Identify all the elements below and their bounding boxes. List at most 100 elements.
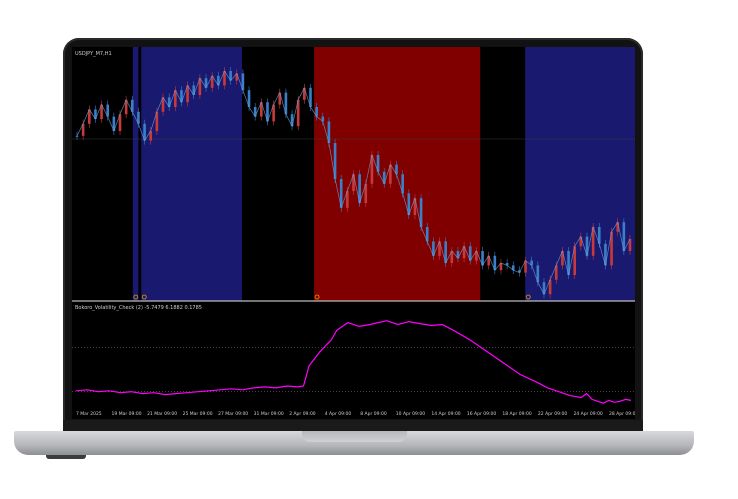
candle-body — [554, 265, 558, 280]
candle-body — [591, 227, 595, 256]
candle-body — [161, 97, 165, 112]
candle-body — [284, 92, 288, 115]
candle-body — [247, 90, 251, 107]
zone-marker[interactable] — [525, 294, 531, 300]
zone-marker[interactable] — [314, 294, 320, 300]
candle-body — [124, 99, 128, 115]
candle-body — [511, 265, 515, 271]
candle-body — [585, 236, 589, 256]
candle-body — [217, 75, 220, 86]
candle-body — [358, 174, 361, 203]
bezel-chin — [63, 420, 643, 432]
candle-body — [333, 143, 337, 179]
candle-body — [468, 246, 472, 261]
candle-body — [260, 102, 263, 117]
candle-body — [167, 97, 171, 107]
zone-blue-0 — [132, 47, 139, 301]
candle-body — [87, 109, 91, 124]
time-tick-label: 18 Apr 09:00 — [502, 411, 531, 417]
candle-body — [518, 270, 521, 273]
candle-body — [395, 164, 398, 175]
candle-body — [432, 241, 435, 256]
candle-body — [241, 73, 245, 91]
trackpad-notch — [302, 431, 407, 442]
candle-body — [567, 251, 570, 275]
candle-body — [524, 260, 527, 273]
candle-body — [382, 171, 386, 184]
candle-body — [462, 246, 466, 259]
candle-body — [180, 90, 183, 103]
candle-body — [628, 239, 632, 251]
candle-body — [419, 198, 423, 227]
candle-body — [505, 263, 509, 266]
candle-body — [610, 231, 613, 266]
candle-body — [542, 282, 546, 295]
indicator-gridlines — [72, 347, 635, 393]
candle-body — [425, 227, 429, 242]
candle-body — [444, 241, 447, 263]
candle-body — [499, 263, 503, 271]
indicator-line — [75, 320, 632, 404]
candle-body — [106, 104, 110, 117]
candle-body — [112, 116, 116, 131]
time-tick-label: 4 Apr 09:00 — [325, 411, 352, 417]
candle-body — [235, 73, 239, 81]
candle-body — [604, 243, 607, 266]
candle-body — [253, 107, 257, 117]
time-axis: 7 Mar 2025 19 Mar 09:00 21 Mar 09:00 25 Mar… — [76, 411, 635, 417]
candle-body — [131, 99, 134, 112]
trading-chart-screen[interactable]: 7 Mar 2025 19 Mar 09:00 21 Mar 09:00 25 Mar… — [72, 47, 635, 419]
candle-body — [272, 104, 275, 122]
candle-body — [137, 111, 140, 124]
candle-body — [481, 251, 484, 266]
foot-left — [46, 455, 86, 459]
time-tick-label: 21 Mar 09:00 — [147, 411, 177, 417]
candle-body — [438, 241, 441, 256]
candle-body — [573, 246, 576, 275]
time-tick-label: 8 Apr 09:00 — [360, 411, 387, 417]
candle-body — [376, 155, 380, 172]
candle-body — [364, 183, 368, 203]
candle-body — [450, 251, 454, 263]
zone-marker[interactable] — [133, 294, 139, 300]
time-tick-label: 16 Apr 09:00 — [467, 411, 496, 417]
candle-body — [536, 265, 540, 283]
candle-body — [223, 71, 226, 86]
candle-body — [94, 109, 97, 119]
price-line — [76, 70, 631, 296]
candle-body — [75, 135, 79, 137]
candle-body — [210, 75, 214, 88]
candle-body — [303, 87, 306, 100]
candle-body — [315, 107, 318, 117]
zone-blue-3 — [525, 47, 635, 301]
zone-markers — [133, 294, 531, 300]
candle-body — [174, 90, 177, 107]
candle-body — [155, 111, 159, 131]
time-tick-label: 14 Apr 09:00 — [431, 411, 460, 417]
candle-body — [229, 71, 232, 81]
time-tick-label: 10 Apr 09:00 — [396, 411, 425, 417]
candle-body — [339, 179, 343, 208]
chart-canvas[interactable]: 7 Mar 2025 19 Mar 09:00 21 Mar 09:00 25 Mar… — [72, 47, 635, 419]
candle-body — [530, 260, 533, 266]
zone-blue-1 — [141, 47, 243, 301]
candle-body — [198, 78, 202, 95]
candle-body — [186, 85, 189, 103]
candle-body — [327, 121, 331, 143]
candle-body — [401, 174, 404, 194]
time-tick-label: 25 Mar 09:00 — [183, 411, 213, 417]
candle-body — [389, 164, 392, 184]
candle-body — [622, 222, 626, 251]
candle-body — [204, 78, 208, 88]
candle-body — [346, 191, 349, 208]
zone-marker[interactable] — [141, 294, 147, 300]
candle-body — [100, 104, 103, 119]
candle-body — [81, 123, 85, 136]
time-tick-label: 19 Mar 09:00 — [112, 411, 142, 417]
candle-body — [407, 193, 411, 215]
candle-body — [561, 251, 564, 266]
session-zones — [132, 47, 635, 301]
candle-body — [597, 227, 601, 244]
candle-body — [352, 174, 355, 191]
candle-body — [143, 123, 146, 141]
